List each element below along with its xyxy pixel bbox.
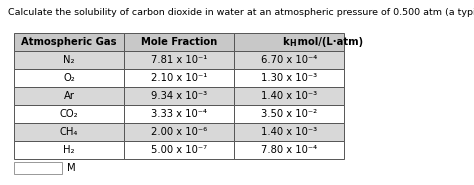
Bar <box>234 51 344 69</box>
Bar <box>14 33 124 51</box>
Text: 1.40 x 10⁻³: 1.40 x 10⁻³ <box>261 91 317 101</box>
Text: O₂: O₂ <box>63 73 75 83</box>
Bar <box>14 51 124 69</box>
Text: 3.33 x 10⁻⁴: 3.33 x 10⁻⁴ <box>151 109 207 119</box>
Text: 6.70 x 10⁻⁴: 6.70 x 10⁻⁴ <box>261 55 317 65</box>
Text: 5.00 x 10⁻⁷: 5.00 x 10⁻⁷ <box>151 145 207 155</box>
Bar <box>234 123 344 141</box>
Text: 7.81 x 10⁻¹: 7.81 x 10⁻¹ <box>151 55 207 65</box>
Text: Mole Fraction: Mole Fraction <box>141 37 217 47</box>
Bar <box>14 123 124 141</box>
Bar <box>124 69 234 87</box>
Bar <box>234 105 344 123</box>
Text: H₂: H₂ <box>63 145 75 155</box>
Bar <box>234 141 344 159</box>
Bar <box>124 105 234 123</box>
Text: 1.40 x 10⁻³: 1.40 x 10⁻³ <box>261 127 317 137</box>
Bar <box>124 87 234 105</box>
Text: Calculate the solubility of carbon dioxide in water at an atmospheric pressure o: Calculate the solubility of carbon dioxi… <box>8 8 474 17</box>
Bar <box>234 87 344 105</box>
Text: 1.30 x 10⁻³: 1.30 x 10⁻³ <box>261 73 317 83</box>
Bar <box>234 33 344 51</box>
Bar <box>234 69 344 87</box>
Text: CH₄: CH₄ <box>60 127 78 137</box>
Text: Atmospheric Gas: Atmospheric Gas <box>21 37 117 47</box>
Text: 9.34 x 10⁻³: 9.34 x 10⁻³ <box>151 91 207 101</box>
Text: 2.10 x 10⁻¹: 2.10 x 10⁻¹ <box>151 73 207 83</box>
Bar <box>14 69 124 87</box>
Bar <box>124 123 234 141</box>
Text: Ar: Ar <box>64 91 74 101</box>
Bar <box>14 87 124 105</box>
Bar <box>14 162 62 174</box>
Text: 7.80 x 10⁻⁴: 7.80 x 10⁻⁴ <box>261 145 317 155</box>
Text: 2.00 x 10⁻⁶: 2.00 x 10⁻⁶ <box>151 127 207 137</box>
Bar <box>124 141 234 159</box>
Bar <box>14 105 124 123</box>
Text: M: M <box>67 163 76 173</box>
Text: k: k <box>282 37 289 47</box>
Text: H: H <box>289 39 296 48</box>
Bar <box>124 33 234 51</box>
Text: 3.50 x 10⁻²: 3.50 x 10⁻² <box>261 109 317 119</box>
Text: mol/(L·atm): mol/(L·atm) <box>294 37 363 47</box>
Text: CO₂: CO₂ <box>60 109 78 119</box>
Bar <box>124 51 234 69</box>
Text: N₂: N₂ <box>63 55 75 65</box>
Bar <box>14 141 124 159</box>
